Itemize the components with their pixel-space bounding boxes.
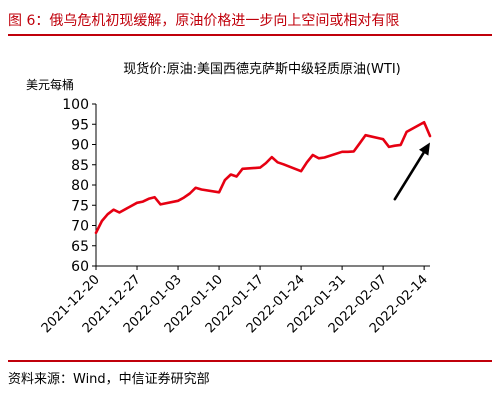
y-tick-label: 65 bbox=[71, 239, 89, 255]
source-rule bbox=[8, 360, 492, 362]
annotation-layer bbox=[393, 142, 430, 201]
series-line bbox=[94, 120, 432, 235]
y-tick-label: 60 bbox=[71, 259, 89, 275]
y-tick-label: 100 bbox=[62, 97, 89, 113]
source-note: 资料来源：Wind，中信证券研究部 bbox=[8, 372, 210, 387]
y-tick-label: 85 bbox=[71, 158, 89, 174]
title-rule bbox=[8, 34, 492, 36]
axes bbox=[92, 103, 430, 270]
x-tick-labels: 2021-12-202021-12-272022-01-032022-01-10… bbox=[39, 272, 431, 336]
y-tick-label: 80 bbox=[71, 178, 89, 194]
y-tick-label: 90 bbox=[71, 138, 89, 154]
arrow-shaft bbox=[393, 151, 425, 201]
arrow-head bbox=[419, 142, 430, 156]
y-axis-label: 美元每桶 bbox=[26, 77, 74, 92]
chart-title: 现货价:原油:美国西德克萨斯中级轻质原油(WTI) bbox=[123, 61, 401, 77]
y-tick-label: 75 bbox=[71, 198, 89, 214]
y-tick-labels: 60 65 70 75 80 85 90 95 100 bbox=[62, 97, 89, 275]
series-layer bbox=[94, 120, 432, 235]
figure-title: 图 6：俄乌危机初现缓解，原油价格进一步向上空间或相对有限 bbox=[8, 13, 400, 29]
y-tick-label: 95 bbox=[71, 117, 89, 133]
y-tick-label: 70 bbox=[71, 219, 89, 235]
chart: 现货价:原油:美国西德克萨斯中级轻质原油(WTI) 美元每桶 60 65 70 75 8… bbox=[26, 61, 432, 336]
